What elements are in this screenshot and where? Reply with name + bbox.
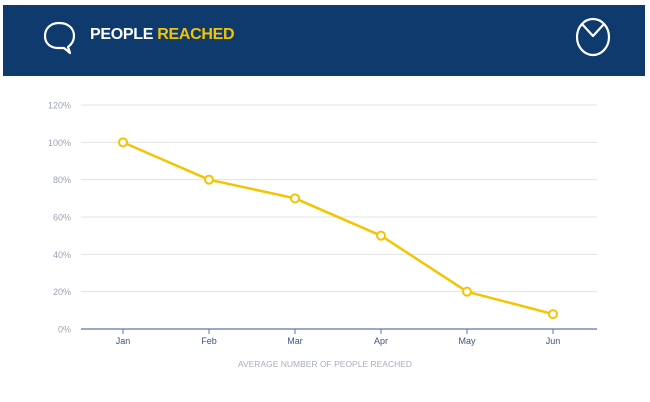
speech-bubble-icon bbox=[43, 21, 76, 55]
header-bar bbox=[3, 5, 645, 76]
y-tick-label: 80% bbox=[53, 175, 71, 185]
data-point bbox=[548, 309, 558, 320]
series-line bbox=[122, 141, 554, 316]
x-tick-label: Jun bbox=[546, 336, 561, 346]
y-tick-label: 120% bbox=[48, 101, 71, 111]
y-tick-label: 0% bbox=[58, 325, 71, 335]
y-tick-label: 20% bbox=[53, 287, 71, 297]
title-part-1: PEOPLE bbox=[90, 26, 154, 43]
data-point bbox=[290, 193, 300, 204]
x-tick-label: Mar bbox=[287, 336, 303, 346]
data-point bbox=[204, 174, 214, 185]
page-title: PEOPLE REACHED bbox=[90, 26, 235, 44]
x-tick-label: Feb bbox=[201, 336, 217, 346]
pie-chart-icon bbox=[575, 17, 611, 57]
data-point bbox=[118, 137, 128, 148]
y-tick-label: 60% bbox=[53, 213, 71, 223]
data-point bbox=[462, 286, 472, 297]
x-tick-label: Apr bbox=[374, 336, 388, 346]
y-tick-label: 40% bbox=[53, 250, 71, 260]
title-part-2: REACHED bbox=[157, 26, 235, 43]
y-tick-label: 100% bbox=[48, 138, 71, 148]
data-point bbox=[376, 230, 386, 241]
x-tick-label: May bbox=[458, 336, 476, 346]
x-tick-label: Jan bbox=[116, 336, 131, 346]
x-axis-label: AVERAGE NUMBER OF PEOPLE REACHED bbox=[238, 359, 412, 369]
